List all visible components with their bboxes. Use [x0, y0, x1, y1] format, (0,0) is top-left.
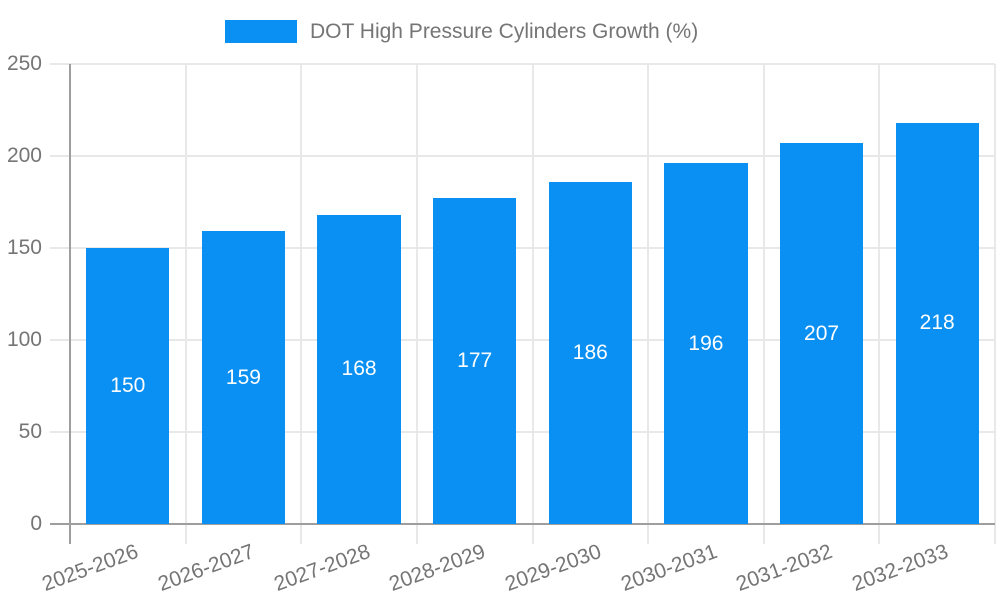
- bar: [317, 214, 401, 524]
- gridline: [50, 339, 995, 341]
- gridline: [762, 64, 765, 544]
- bar-value-label: 218: [919, 311, 955, 335]
- gridline: [878, 64, 881, 544]
- gridline: [300, 64, 303, 544]
- gridline: [415, 64, 418, 544]
- gridline: [531, 64, 534, 544]
- bar-value-label: 186: [572, 340, 608, 364]
- x-axis-line: [50, 523, 995, 525]
- y-axis-tick-label: 100: [6, 328, 42, 351]
- bar-value-label: 196: [688, 331, 724, 355]
- y-axis-line: [69, 64, 71, 544]
- legend: DOT High Pressure Cylinders Growth (%): [225, 20, 698, 43]
- x-axis-tick-label: 2028-2029: [386, 540, 489, 596]
- bar: [548, 181, 632, 524]
- y-axis-tick-label: 200: [6, 144, 42, 167]
- x-axis-tick-label: 2030-2031: [617, 540, 720, 596]
- bar: [201, 231, 286, 524]
- bar-value-label: 207: [804, 321, 840, 345]
- x-axis-tick-label: 2027-2028: [270, 540, 373, 596]
- legend-swatch: [225, 20, 297, 43]
- gridline: [50, 155, 995, 157]
- gridline: [50, 431, 995, 433]
- x-axis-tick-label: 2031-2032: [733, 540, 836, 596]
- bar: [779, 143, 864, 524]
- bar: [895, 122, 979, 524]
- bar-value-label: 177: [457, 349, 493, 373]
- y-axis-tick-label: 150: [6, 236, 42, 259]
- legend-label: DOT High Pressure Cylinders Growth (%): [310, 20, 699, 43]
- gridline: [994, 64, 996, 544]
- bar: [86, 248, 170, 524]
- bar-value-label: 168: [341, 357, 377, 381]
- x-axis-tick-label: 2032-2033: [848, 540, 952, 596]
- bar-value-label: 159: [225, 365, 261, 389]
- x-axis-tick-label: 2025-2026: [39, 540, 142, 596]
- gridline: [50, 247, 995, 249]
- y-axis-tick-label: 50: [18, 420, 42, 443]
- bar: [664, 163, 748, 524]
- gridline: [184, 64, 187, 544]
- y-axis-tick-label: 0: [30, 512, 42, 535]
- gridline: [647, 64, 650, 544]
- y-axis-tick-label: 250: [6, 52, 42, 75]
- bar-value-label: 150: [110, 374, 146, 397]
- x-axis-tick-label: 2029-2030: [501, 540, 605, 596]
- gridline: [50, 63, 995, 65]
- x-axis-tick-label: 2026-2027: [155, 540, 258, 596]
- bar: [433, 198, 517, 524]
